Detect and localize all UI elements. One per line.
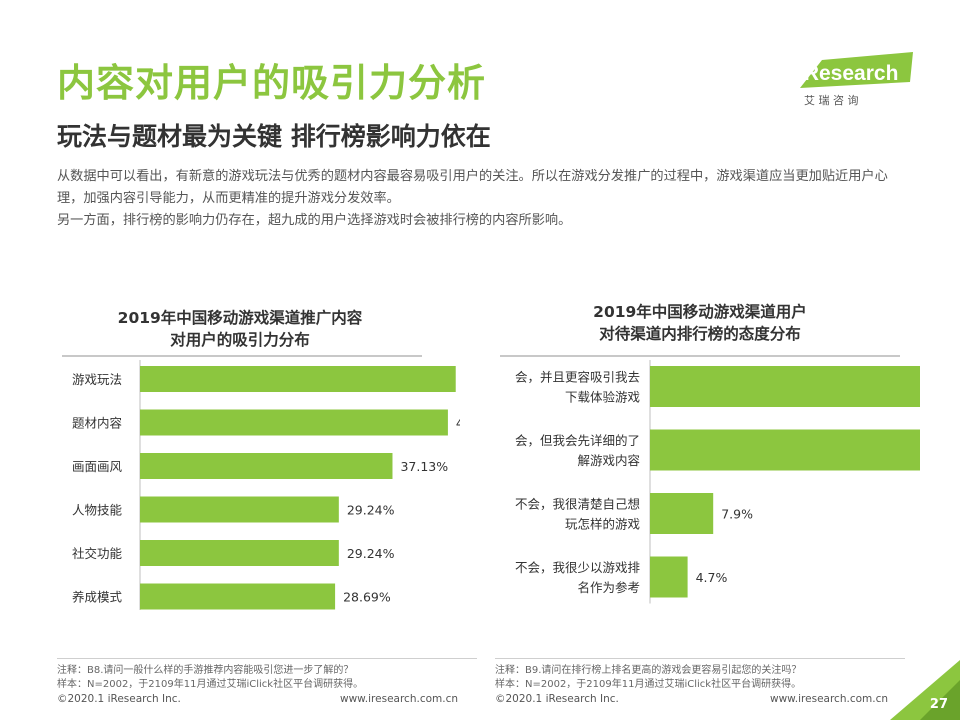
intro-text: 从数据中可以看出，有新意的游戏玩法与优秀的题材内容最容易吸引用户的关注。所以在游…: [57, 166, 907, 232]
page-number: 27: [929, 697, 948, 712]
left-note-rule: [57, 658, 477, 659]
left-chart-value-label-3: 29.24%: [347, 503, 395, 518]
left-chart-bar-3: [140, 496, 339, 523]
page-title: 内容对用户的吸引力分析: [57, 61, 487, 105]
right-chart-bar-1: [650, 429, 920, 471]
left-chart-category-label-1: 题材内容: [72, 416, 122, 431]
left-chart-title: 2019年中国移动游戏渠道推广内容 对用户的吸引力分布: [60, 307, 420, 351]
left-chart-value-label-4: 29.24%: [347, 546, 395, 561]
left-note-question: 注释：B8.请问一般什么样的手游推荐内容能吸引您进一步了解的？: [57, 665, 354, 676]
left-chart-title-line-2: 对用户的吸引力分布: [170, 331, 310, 349]
left-chart-category-label-4: 社交功能: [72, 546, 123, 561]
right-chart-title-line-2: 对待渠道内排行榜的态度分布: [599, 325, 801, 343]
corner-decoration: [890, 660, 960, 720]
footer-url-left: www.iresearch.com.cn: [340, 693, 459, 705]
left-note-sample: 样本：N=2002，于2109年11月通过艾瑞iClick社区平台调研获得。: [57, 679, 364, 690]
intro-line-2: 另一方面，排行榜的影响力仍存在，超九成的用户选择游戏时会被排行榜的内容所影响。: [57, 213, 572, 228]
left-chart: 46.43%游戏玩法45.28%题材内容37.13%画面画风29.24%人物技能…: [72, 360, 460, 610]
logo-text: iResearch: [798, 62, 898, 85]
page-subtitle: 玩法与题材最为关键 排行榜影响力依在: [57, 122, 491, 151]
left-chart-value-label-5: 28.69%: [343, 590, 391, 605]
right-chart-bar-2: [650, 493, 714, 534]
left-chart-bar-4: [140, 540, 339, 566]
right-chart-category-label-2-1: 玩怎样的游戏: [565, 517, 640, 532]
right-chart-value-label-3: 4.7%: [696, 570, 728, 585]
logo-subtext: 艾 瑞 咨 询: [804, 93, 859, 107]
left-chart-category-label-5: 养成模式: [72, 590, 123, 605]
right-chart-category-label-2-0: 不会，我很清楚自己想: [515, 497, 640, 512]
left-chart-bar-1: [140, 409, 448, 436]
right-chart-category-label-1-0: 会，但我会先详细的了: [515, 433, 640, 448]
left-chart-title-line-1: 2019年中国移动游戏渠道推广内容: [117, 309, 363, 327]
left-chart-value-label-2: 37.13%: [400, 459, 448, 474]
right-chart-title: 2019年中国移动游戏渠道用户 对待渠道内排行榜的态度分布: [520, 301, 880, 345]
left-chart-category-label-3: 人物技能: [72, 503, 123, 518]
right-chart-category-label-3-1: 名作为参考: [577, 580, 640, 595]
footer-copyright-left: ©2020.1 iResearch Inc.: [57, 693, 181, 705]
left-chart-value-label-1: 45.28%: [456, 416, 460, 431]
right-chart: 41.3%会，并且更容吸引我去下载体验游戏46.6%会，但我会先详细的了解游戏内…: [515, 360, 920, 604]
left-chart-bar-2: [140, 453, 393, 479]
right-chart-title-line-1: 2019年中国移动游戏渠道用户: [593, 303, 807, 321]
right-note-sample: 样本：N=2002，于2109年11月通过艾瑞iClick社区平台调研获得。: [495, 679, 802, 690]
right-chart-title-rule: [500, 355, 900, 357]
right-note-rule: [495, 658, 905, 659]
left-chart-title-rule: [62, 355, 422, 357]
footer-url-right: www.iresearch.com.cn: [770, 693, 889, 705]
right-chart-value-label-2: 7.9%: [721, 507, 753, 522]
right-chart-category-label-3-0: 不会，我很少以游戏排: [515, 560, 641, 575]
right-chart-bar-3: [650, 556, 688, 598]
right-chart-category-label-1-1: 解游戏内容: [577, 453, 640, 468]
right-chart-category-label-0-0: 会，并且更容吸引我去: [515, 370, 640, 385]
intro-line-1: 从数据中可以看出，有新意的游戏玩法与优秀的题材内容最容易吸引用户的关注。所以在游…: [57, 169, 888, 206]
left-chart-bar-0: [140, 366, 456, 392]
iresearch-logo: iResearch 艾 瑞 咨 询: [798, 52, 913, 107]
left-chart-bar-5: [140, 583, 336, 610]
left-chart-category-label-2: 画面画风: [72, 459, 123, 474]
footer-copyright-right: ©2020.1 iResearch Inc.: [495, 693, 619, 705]
right-note-question: 注释：B9.请问在排行榜上排名更高的游戏会更容易引起您的关注吗？: [495, 665, 802, 676]
left-chart-category-label-0: 游戏玩法: [72, 372, 122, 387]
right-chart-category-label-0-1: 下载体验游戏: [565, 390, 640, 405]
right-chart-bar-0: [650, 366, 920, 407]
